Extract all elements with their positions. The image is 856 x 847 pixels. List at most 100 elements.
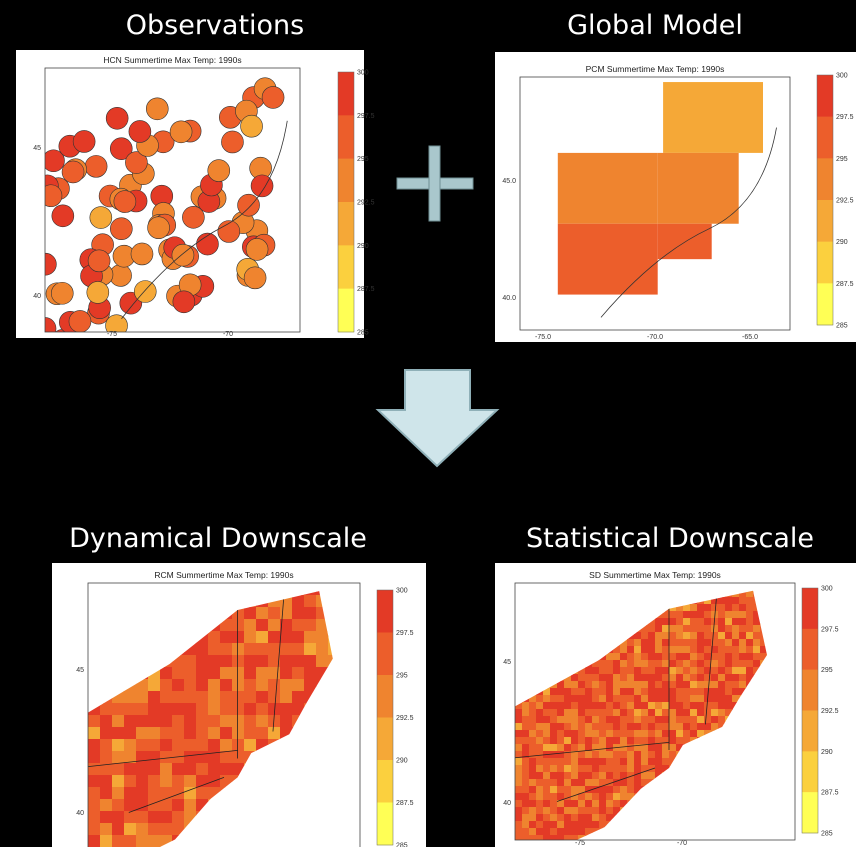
grid-cell xyxy=(557,828,565,836)
grid-cell xyxy=(557,786,565,794)
grid-cell xyxy=(585,681,593,689)
grid-cell xyxy=(592,793,600,801)
grid-cell xyxy=(732,681,740,689)
grid-cell xyxy=(585,695,593,703)
grid-cell xyxy=(725,646,733,654)
grid-cell xyxy=(268,631,281,644)
grid-cell xyxy=(655,688,663,696)
grid-cell xyxy=(634,688,642,696)
grid-cell xyxy=(683,653,691,661)
grid-cell xyxy=(536,786,544,794)
grid-cell xyxy=(571,786,579,794)
grid-cell xyxy=(697,688,705,696)
grid-cell xyxy=(184,787,197,800)
grid-cell xyxy=(627,695,635,703)
grid-cell xyxy=(690,695,698,703)
grid-cell xyxy=(304,667,317,680)
grid-cell xyxy=(746,625,754,633)
lon-label: -65.0 xyxy=(742,334,758,341)
grid-cell xyxy=(564,730,572,738)
grid-cell xyxy=(690,660,698,668)
grid-cell xyxy=(112,823,125,836)
lat-label: 45 xyxy=(503,659,511,666)
grid-cell xyxy=(627,681,635,689)
grid-cell xyxy=(662,723,670,731)
station-marker xyxy=(69,310,91,332)
grid-cell xyxy=(718,660,726,668)
grid-cell xyxy=(704,639,712,647)
grid-cell xyxy=(124,763,137,776)
grid-cell xyxy=(718,625,726,633)
grid-cell xyxy=(522,807,530,815)
grid-cell xyxy=(725,674,733,682)
grid-cell xyxy=(316,643,329,656)
grid-cell xyxy=(550,807,558,815)
grid-cell xyxy=(571,807,579,815)
grid-cell xyxy=(564,786,572,794)
grid-cell xyxy=(536,807,544,815)
grid-cell xyxy=(124,703,137,716)
grid-cell xyxy=(606,695,614,703)
grid-cell xyxy=(124,691,137,704)
grid-cell xyxy=(592,772,600,780)
grid-cell xyxy=(606,800,614,808)
grid-cell xyxy=(184,655,197,668)
colorbar-tick-label: 297.5 xyxy=(821,626,839,633)
grid-cell xyxy=(620,674,628,682)
grid-cell xyxy=(725,625,733,633)
grid-cell xyxy=(690,639,698,647)
grid-cell xyxy=(268,607,281,620)
grid-cell xyxy=(558,224,658,295)
grid-cell xyxy=(196,787,209,800)
grid-cell xyxy=(620,667,628,675)
grid-cell xyxy=(550,828,558,836)
grid-cell xyxy=(725,639,733,647)
map-title: SD Summertime Max Temp: 1990s xyxy=(589,570,721,580)
grid-cell xyxy=(725,632,733,640)
grid-cell xyxy=(522,744,530,752)
grid-cell xyxy=(711,716,719,724)
grid-cell xyxy=(571,744,579,752)
grid-cell xyxy=(571,709,579,717)
grid-cell xyxy=(620,723,628,731)
grid-cell xyxy=(599,800,607,808)
station-marker xyxy=(246,238,268,260)
grid-cell xyxy=(711,604,719,612)
grid-cell xyxy=(160,799,173,812)
grid-cell xyxy=(184,679,197,692)
grid-cell xyxy=(676,646,684,654)
grid-cell xyxy=(536,758,544,766)
grid-cell xyxy=(662,681,670,689)
grid-cell xyxy=(571,716,579,724)
grid-cell xyxy=(655,751,663,759)
grid-cell xyxy=(112,787,125,800)
grid-cell xyxy=(543,765,551,773)
grid-cell xyxy=(697,723,705,731)
grid-cell xyxy=(220,751,233,764)
grid-cell xyxy=(522,821,530,829)
grid-cell xyxy=(529,758,537,766)
grid-cell xyxy=(112,727,125,740)
station-marker xyxy=(110,218,132,240)
grid-cell xyxy=(316,655,329,668)
station-marker xyxy=(262,86,284,108)
grid-cell xyxy=(648,681,656,689)
grid-cell xyxy=(564,772,572,780)
grid-cell xyxy=(172,691,185,704)
grid-cell xyxy=(578,723,586,731)
colorbar-tick-label: 292.5 xyxy=(357,200,375,207)
grid-cell xyxy=(753,639,761,647)
slide: ObservationsHCN Summertime Max Temp: 199… xyxy=(0,0,856,847)
grid-cell xyxy=(676,625,684,633)
grid-cell xyxy=(627,688,635,696)
grid-cell xyxy=(220,643,233,656)
grid-cell xyxy=(718,611,726,619)
grid-cell xyxy=(148,835,161,847)
grid-cell xyxy=(739,646,747,654)
lat-label: 40.0 xyxy=(502,295,516,302)
grid-cell xyxy=(627,765,635,773)
grid-cell xyxy=(564,744,572,752)
grid-cell xyxy=(292,631,305,644)
grid-cell xyxy=(578,772,586,780)
colorbar-band xyxy=(802,711,818,752)
